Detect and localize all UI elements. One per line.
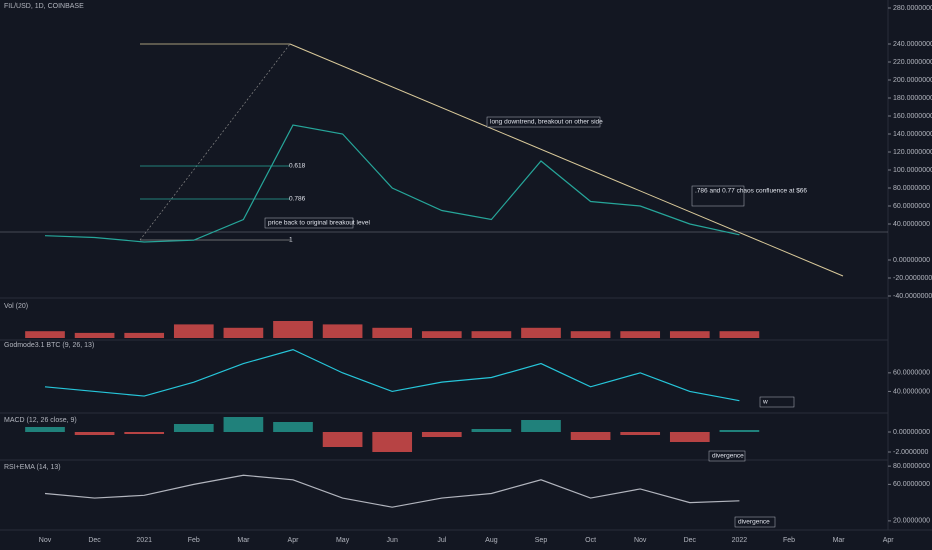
y-tick-label: -20.0000000 xyxy=(893,275,932,282)
annotation: .786 and 0.77 chaos confluence at $66 xyxy=(695,188,807,195)
bar xyxy=(719,331,760,338)
bar xyxy=(25,331,65,338)
y-tick-label: 80.0000000 xyxy=(893,463,930,470)
y-tick-label: 60.0000000 xyxy=(893,203,930,210)
pane-title: MACD (12, 26 close, 9) xyxy=(4,417,77,424)
bar xyxy=(74,332,115,338)
x-tick-label: 2022 xyxy=(732,537,748,544)
bar xyxy=(25,427,65,432)
annotation: price back to original breakout level xyxy=(268,220,370,227)
note-box xyxy=(759,396,795,408)
x-tick-label: Mar xyxy=(237,537,250,544)
x-tick-label: Sep xyxy=(535,537,548,544)
pane-title: RSI+EMA (14, 13) xyxy=(4,464,61,471)
note-box xyxy=(734,516,776,528)
bar xyxy=(570,331,611,338)
series-line xyxy=(44,474,740,508)
pane-title: Godmode3.1 BTC (9, 26, 13) xyxy=(4,342,94,349)
bar xyxy=(372,432,413,452)
bar xyxy=(669,432,710,442)
annotation: divergence xyxy=(712,453,744,460)
bar xyxy=(322,324,363,338)
y-tick-label: -2.0000000 xyxy=(893,449,929,456)
y-tick-label: 180.0000000 xyxy=(893,95,932,102)
y-tick-label: 120.0000000 xyxy=(893,149,932,156)
bar xyxy=(669,331,710,338)
x-tick-label: Feb xyxy=(783,537,795,544)
bar xyxy=(173,424,214,432)
y-tick-label: 60.0000000 xyxy=(893,370,930,377)
x-tick-label: Dec xyxy=(88,537,101,544)
note-box xyxy=(486,116,601,128)
x-tick-label: Feb xyxy=(188,537,200,544)
x-tick-label: Jun xyxy=(387,537,398,544)
bar xyxy=(471,429,512,432)
x-tick-label: Jul xyxy=(437,537,446,544)
bar xyxy=(471,331,512,338)
bar xyxy=(173,324,214,338)
bar xyxy=(620,432,661,435)
annotation: 0.786 xyxy=(289,196,306,203)
y-tick-label: 200.0000000 xyxy=(893,77,932,84)
series-line xyxy=(44,349,740,402)
y-tick-label: 20.0000000 xyxy=(893,518,930,525)
annotation: long downtrend, breakout on other side xyxy=(490,119,603,126)
x-tick-label: Mar xyxy=(833,537,846,544)
bar xyxy=(521,420,561,432)
y-tick-label: -40.0000000 xyxy=(893,293,932,300)
bar xyxy=(74,432,115,435)
y-tick-label: 0.00000000 xyxy=(893,257,930,264)
trend-line xyxy=(289,43,844,277)
bar xyxy=(124,432,165,434)
annotation: w xyxy=(762,399,768,406)
bar xyxy=(223,327,264,338)
bar xyxy=(521,327,561,338)
annotation: 1 xyxy=(289,237,293,244)
bar xyxy=(421,331,462,338)
x-tick-label: May xyxy=(336,537,350,544)
bar xyxy=(620,331,661,338)
y-tick-label: 140.0000000 xyxy=(893,131,932,138)
annotation: 0.618 xyxy=(289,163,306,170)
y-tick-label: 160.0000000 xyxy=(893,113,932,120)
bar xyxy=(372,327,413,338)
bar xyxy=(273,321,313,338)
series-line xyxy=(44,124,740,243)
note-box xyxy=(708,450,746,462)
fib-base-line xyxy=(139,43,291,241)
note-box xyxy=(264,217,354,229)
note-box xyxy=(691,185,745,207)
y-tick-label: 0.00000000 xyxy=(893,429,930,436)
x-tick-label: Dec xyxy=(684,537,697,544)
bar xyxy=(223,417,264,432)
y-tick-label: 80.0000000 xyxy=(893,185,930,192)
y-tick-label: 100.0000000 xyxy=(893,167,932,174)
y-tick-label: 240.0000000 xyxy=(893,41,932,48)
bar xyxy=(421,432,462,437)
annotation: divergence xyxy=(738,519,770,526)
y-tick-label: 40.0000000 xyxy=(893,221,930,228)
bar xyxy=(322,432,363,447)
y-tick-label: 60.0000000 xyxy=(893,481,930,488)
y-tick-label: 280.0000000 xyxy=(893,5,932,12)
x-tick-label: 2021 xyxy=(136,537,152,544)
chart-title: FIL/USD, 1D, COINBASE xyxy=(4,3,84,10)
y-tick-label: 220.0000000 xyxy=(893,59,932,66)
bar xyxy=(273,422,313,432)
x-tick-label: Aug xyxy=(485,537,498,544)
pane-title: Vol (20) xyxy=(4,303,28,310)
bar xyxy=(719,430,760,432)
bar xyxy=(570,432,611,440)
x-tick-label: Nov xyxy=(634,537,647,544)
bar xyxy=(124,332,165,338)
y-tick-label: 40.0000000 xyxy=(893,388,930,395)
x-tick-label: Nov xyxy=(39,537,52,544)
x-tick-label: Oct xyxy=(585,537,596,544)
x-tick-label: Apr xyxy=(883,537,895,544)
x-tick-label: Apr xyxy=(288,537,300,544)
